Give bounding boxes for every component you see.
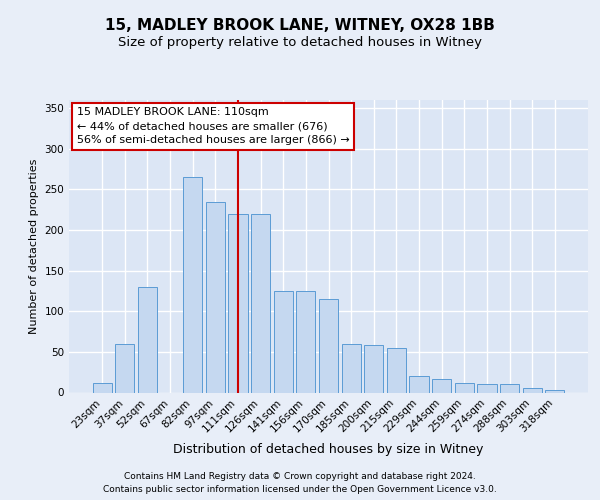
Bar [545,390,565,392]
Bar [296,291,316,392]
Text: 15 MADLEY BROOK LANE: 110sqm
← 44% of detached houses are smaller (676)
56% of s: 15 MADLEY BROOK LANE: 110sqm ← 44% of de… [77,108,350,146]
Bar [274,291,293,392]
Bar [183,177,202,392]
X-axis label: Distribution of detached houses by size in Witney: Distribution of detached houses by size … [173,442,484,456]
Bar [138,287,157,393]
Bar [432,378,451,392]
Bar [455,383,474,392]
Text: 15, MADLEY BROOK LANE, WITNEY, OX28 1BB: 15, MADLEY BROOK LANE, WITNEY, OX28 1BB [105,18,495,32]
Bar [115,344,134,393]
Bar [477,384,497,392]
Bar [206,202,225,392]
Bar [364,346,383,393]
Text: Contains HM Land Registry data © Crown copyright and database right 2024.: Contains HM Land Registry data © Crown c… [124,472,476,481]
Y-axis label: Number of detached properties: Number of detached properties [29,158,39,334]
Text: Size of property relative to detached houses in Witney: Size of property relative to detached ho… [118,36,482,49]
Text: Contains public sector information licensed under the Open Government Licence v3: Contains public sector information licen… [103,485,497,494]
Bar [229,214,248,392]
Bar [92,383,112,392]
Bar [251,214,270,392]
Bar [500,384,519,392]
Bar [341,344,361,393]
Bar [523,388,542,392]
Bar [409,376,428,392]
Bar [319,299,338,392]
Bar [387,348,406,393]
